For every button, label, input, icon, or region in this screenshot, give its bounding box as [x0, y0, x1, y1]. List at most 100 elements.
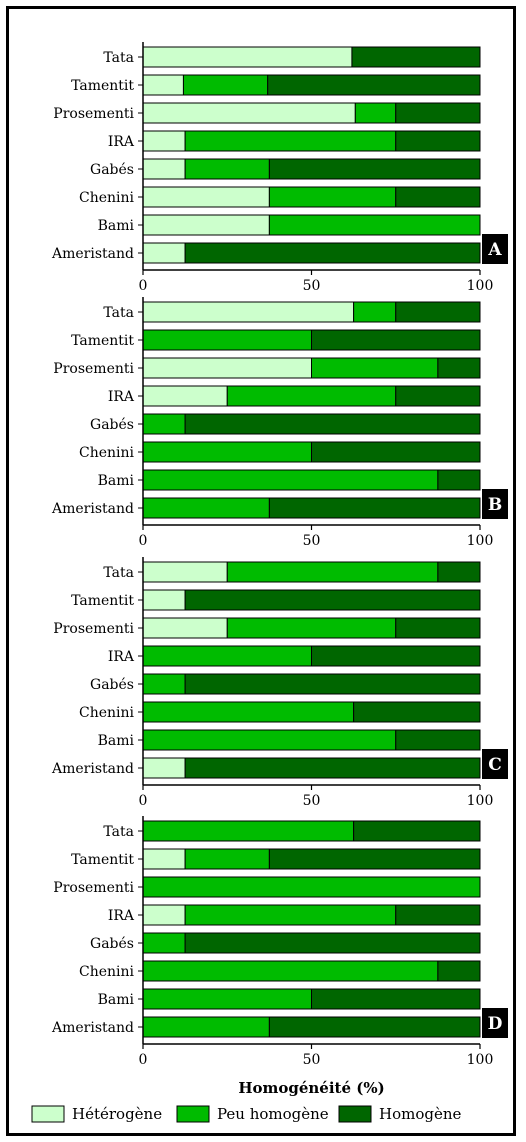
- bar-segment: [142, 46, 353, 68]
- bar-segment: [142, 617, 228, 639]
- bar-segment: [437, 561, 481, 583]
- bar-segment: [142, 186, 270, 208]
- bar-segment: [142, 214, 270, 236]
- bar-segment: [142, 673, 186, 695]
- category-label: Bami: [98, 218, 135, 234]
- bar-segment: [268, 497, 481, 519]
- bar-segment: [184, 848, 270, 870]
- category-label: Tamentit: [71, 78, 134, 94]
- bar-segment: [437, 357, 481, 379]
- bar-segment: [142, 876, 481, 898]
- category-label: Ameristand: [51, 246, 134, 262]
- category-label: Gabés: [90, 936, 134, 952]
- bar-segment: [184, 757, 481, 779]
- x-tick-label: 100: [467, 1052, 494, 1068]
- x-tick-label: 50: [303, 1052, 321, 1068]
- bar-segment: [267, 74, 481, 96]
- category-label: Bami: [98, 733, 135, 749]
- x-tick-label: 0: [139, 533, 148, 549]
- category-label: Prosementi: [53, 621, 134, 637]
- legend-swatch: [176, 1105, 210, 1123]
- category-label: Gabés: [90, 162, 134, 178]
- bar-segment: [184, 130, 397, 152]
- category-label: Tamentit: [71, 852, 134, 868]
- bar-segment: [353, 701, 481, 723]
- panel-letter: B: [488, 495, 502, 515]
- x-tick-label: 50: [303, 278, 321, 294]
- bar-segment: [226, 561, 439, 583]
- category-label: Bami: [98, 992, 135, 1008]
- bar-segment: [395, 385, 481, 407]
- category-label: Tata: [103, 305, 134, 321]
- bar-segment: [142, 904, 186, 926]
- bar-segment: [354, 102, 397, 124]
- category-label: Prosementi: [53, 880, 134, 896]
- legend-swatch: [31, 1105, 65, 1123]
- bar-segment: [268, 158, 481, 180]
- category-label: IRA: [108, 908, 135, 924]
- category-label: Gabés: [90, 677, 134, 693]
- category-label: Tamentit: [71, 333, 134, 349]
- category-label: Gabés: [90, 417, 134, 433]
- bar-segment: [311, 988, 481, 1010]
- legend-label: Hétérogène: [72, 1105, 162, 1123]
- category-label: IRA: [108, 649, 135, 665]
- x-tick-label: 50: [303, 533, 321, 549]
- bar-segment: [142, 301, 355, 323]
- bar-segment: [142, 441, 312, 463]
- x-tick-label: 0: [139, 1052, 148, 1068]
- bar-segment: [142, 469, 439, 491]
- panel-letter: C: [488, 755, 502, 775]
- bar-segment: [353, 820, 481, 842]
- x-tick-label: 100: [467, 278, 494, 294]
- category-label: Chenini: [79, 964, 135, 980]
- x-tick-label: 100: [467, 793, 494, 809]
- bar-segment: [142, 988, 312, 1010]
- bar-segment: [437, 469, 481, 491]
- bar-segment: [395, 904, 481, 926]
- bar-segment: [184, 589, 481, 611]
- category-label: Chenini: [79, 705, 135, 721]
- panel-letter-badge: [482, 749, 508, 779]
- bar-segment: [142, 932, 186, 954]
- bar-segment: [142, 329, 312, 351]
- bar-segment: [142, 820, 355, 842]
- x-tick-label: 0: [139, 278, 148, 294]
- category-label: Tata: [103, 50, 134, 66]
- bar-segment: [142, 589, 186, 611]
- bar-segment: [395, 301, 481, 323]
- bar-segment: [226, 385, 397, 407]
- bar-segment: [226, 617, 397, 639]
- x-tick-label: 0: [139, 793, 148, 809]
- category-label: IRA: [108, 134, 135, 150]
- bar-segment: [142, 102, 356, 124]
- category-label: Tata: [103, 824, 134, 840]
- bar-segment: [184, 242, 481, 264]
- category-label: Ameristand: [51, 761, 134, 777]
- bar-segment: [184, 932, 481, 954]
- category-label: Chenini: [79, 190, 135, 206]
- bar-segment: [142, 158, 186, 180]
- bar-segment: [142, 645, 312, 667]
- x-tick-label: 50: [303, 793, 321, 809]
- legend-label: Peu homogène: [217, 1105, 329, 1123]
- category-label: Prosementi: [53, 361, 134, 377]
- bar-segment: [395, 186, 481, 208]
- category-label: Ameristand: [51, 1020, 134, 1036]
- panel-letter-badge: [482, 1008, 508, 1038]
- category-label: IRA: [108, 389, 135, 405]
- bar-segment: [268, 1016, 481, 1038]
- bar-segment: [142, 1016, 270, 1038]
- bar-segment: [395, 130, 481, 152]
- category-label: Prosementi: [53, 106, 134, 122]
- legend-label: Homogène: [379, 1105, 462, 1123]
- bar-segment: [184, 673, 481, 695]
- panel-letter-badge: [482, 234, 508, 264]
- bar-segment: [142, 357, 312, 379]
- category-label: Chenini: [79, 445, 135, 461]
- bar-segment: [395, 617, 481, 639]
- panel-letter: D: [488, 1014, 503, 1034]
- bar-segment: [353, 301, 397, 323]
- bar-segment: [142, 74, 184, 96]
